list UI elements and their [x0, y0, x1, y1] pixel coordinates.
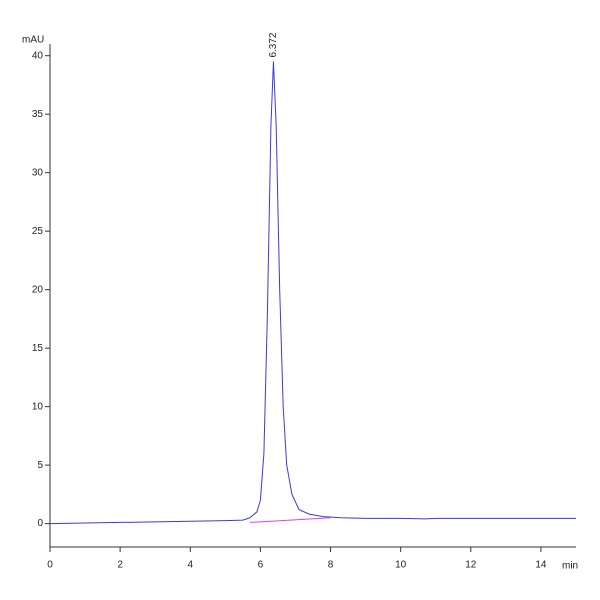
y-tick-label: 15: [32, 343, 44, 354]
x-tick-label: 2: [117, 560, 123, 571]
trace: [49, 61, 576, 525]
x-axis-label: min: [562, 561, 578, 572]
x-tick-label: 14: [535, 560, 547, 571]
y-tick-label: 25: [32, 226, 44, 237]
y-tick-label: 40: [32, 50, 44, 61]
y-tick-label: 5: [37, 460, 43, 471]
y-axis-label: mAU: [22, 35, 44, 46]
y-tick-label: 10: [32, 401, 44, 412]
x-tick-label: 12: [465, 560, 477, 571]
peak-label: 6.372: [268, 32, 279, 57]
x-tick-label: 0: [47, 560, 53, 571]
y-tick-label: 20: [32, 284, 44, 295]
y-tick-label: 35: [32, 109, 44, 120]
x-tick-label: 4: [187, 560, 193, 571]
x-tick-label: 6: [258, 560, 264, 571]
x-tick-label: 10: [395, 560, 407, 571]
trace: [249, 517, 331, 523]
y-tick-label: 0: [37, 518, 43, 529]
x-tick-label: 8: [328, 560, 334, 571]
y-tick-label: 30: [32, 167, 44, 178]
